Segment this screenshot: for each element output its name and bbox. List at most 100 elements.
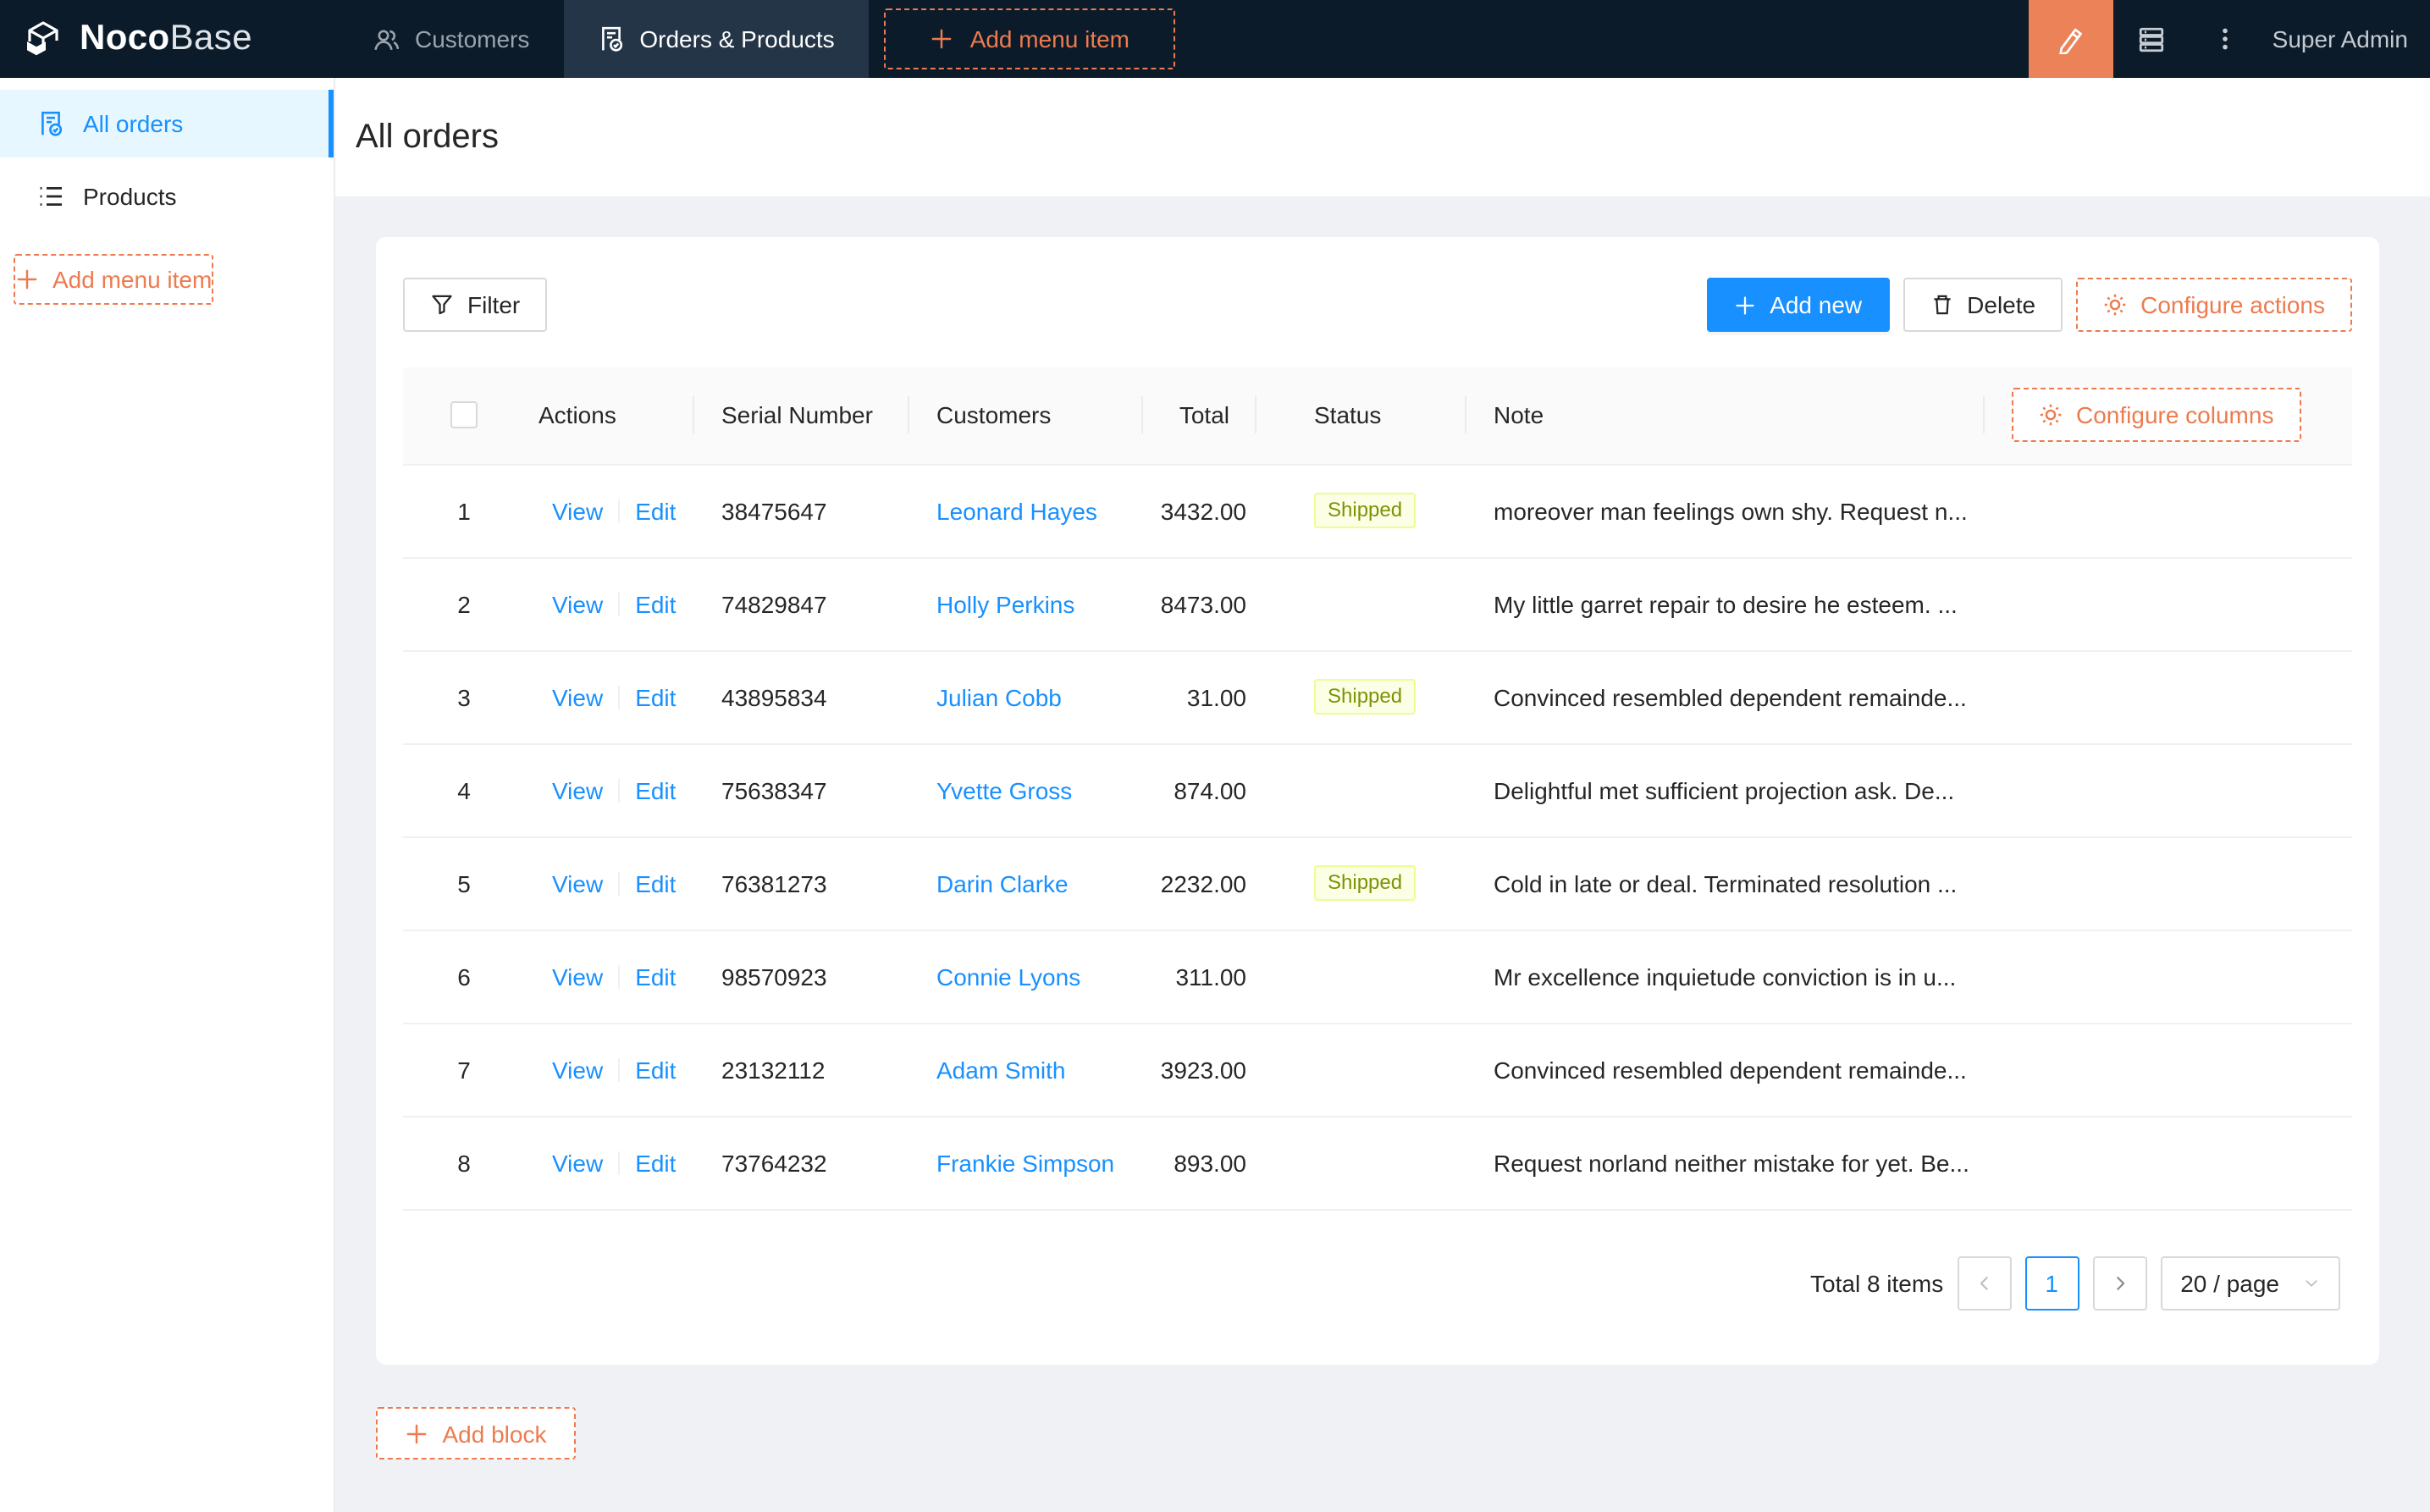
empty-config-cell — [1985, 464, 2352, 558]
customer-link[interactable]: Darin Clarke — [936, 869, 1069, 897]
serial-number-cell: 75638347 — [694, 743, 909, 837]
customer-cell: Holly Perkins — [909, 557, 1143, 651]
note-cell: Convinced resembled dependent remainde..… — [1466, 650, 1985, 744]
configure-columns-button[interactable]: Configure columns — [2012, 388, 2301, 443]
note-cell: Delightful met sufficient projection ask… — [1466, 743, 1985, 837]
edit-link[interactable]: Edit — [635, 1056, 677, 1083]
column-header-actions: Actions — [525, 367, 694, 465]
tab-label: Customers — [415, 25, 530, 52]
edit-link[interactable]: Edit — [635, 590, 677, 617]
customer-link[interactable]: Leonard Hayes — [936, 497, 1097, 524]
sidebar-item-products[interactable]: Products — [0, 163, 334, 230]
row-index: 2 — [403, 557, 525, 651]
add-new-button[interactable]: Add new — [1707, 278, 1890, 332]
note-cell: Request norland neither mistake for yet.… — [1466, 1116, 1985, 1210]
view-link[interactable]: View — [552, 963, 604, 990]
total-cell: 3432.00 — [1143, 464, 1256, 558]
tab-customers[interactable]: Customers — [339, 0, 563, 78]
user-menu[interactable]: Super Admin — [2259, 0, 2430, 78]
view-link[interactable]: View — [552, 776, 604, 803]
list-icon — [37, 183, 64, 210]
add-menu-item-button-sidebar[interactable]: Add menu item — [14, 254, 214, 305]
delete-button[interactable]: Delete — [1903, 278, 2063, 332]
customer-link[interactable]: Adam Smith — [936, 1056, 1066, 1083]
customer-cell: Connie Lyons — [909, 930, 1143, 1024]
view-link[interactable]: View — [552, 1056, 604, 1083]
status-badge: Shipped — [1314, 679, 1417, 715]
total-cell: 311.00 — [1143, 930, 1256, 1024]
serial-number-cell: 98570923 — [694, 930, 909, 1024]
edit-link[interactable]: Edit — [635, 497, 677, 524]
view-link[interactable]: View — [552, 497, 604, 524]
column-header-total: Total — [1143, 367, 1256, 465]
note-cell: My little garret repair to desire he est… — [1466, 557, 1985, 651]
view-link[interactable]: View — [552, 683, 604, 710]
select-all-checkbox[interactable] — [450, 401, 478, 429]
add-menu-item-button-navbar[interactable]: Add menu item — [883, 8, 1176, 69]
table-header-row: Actions Serial Number Customers Total St… — [403, 367, 2352, 465]
note-cell: Convinced resembled dependent remainde..… — [1466, 1023, 1985, 1117]
edit-link[interactable]: Edit — [635, 776, 677, 803]
ui-editor-button[interactable] — [2028, 0, 2113, 78]
total-cell: 874.00 — [1143, 743, 1256, 837]
customer-link[interactable]: Frankie Simpson — [936, 1149, 1115, 1176]
view-link[interactable]: View — [552, 1149, 604, 1176]
status-badge: Shipped — [1314, 493, 1417, 528]
more-actions-button[interactable] — [2191, 0, 2259, 78]
view-link[interactable]: View — [552, 590, 604, 617]
database-icon — [2138, 25, 2167, 53]
people-icon — [373, 25, 400, 52]
add-block-button[interactable]: Add block — [376, 1407, 576, 1460]
sidebar-item-all-orders[interactable]: All orders — [0, 90, 334, 157]
edit-link[interactable]: Edit — [635, 1149, 677, 1176]
status-cell — [1256, 930, 1466, 1024]
row-index: 7 — [403, 1023, 525, 1117]
customer-link[interactable]: Holly Perkins — [936, 590, 1075, 617]
content-area: Filter Add new Delete Conf — [335, 196, 2430, 1512]
chevron-right-icon — [2109, 1272, 2129, 1293]
table-row: 2 View Edit 74829847 Holly Perkins 8473.0… — [403, 557, 2352, 651]
kebab-menu-icon — [2212, 25, 2239, 52]
column-header-status: Status — [1256, 367, 1466, 465]
previous-page-button[interactable] — [1957, 1255, 2012, 1310]
action-divider — [618, 1057, 621, 1081]
main-menu: Customers Orders & Products — [339, 0, 869, 78]
table-row: 5 View Edit 76381273 Darin Clarke 2232.00… — [403, 836, 2352, 930]
serial-number-cell: 74829847 — [694, 557, 909, 651]
empty-config-cell — [1985, 1116, 2352, 1210]
filter-button[interactable]: Filter — [403, 278, 548, 332]
total-cell: 31.00 — [1143, 650, 1256, 744]
column-header-note: Note — [1466, 367, 1985, 465]
table-row: 7 View Edit 23132112 Adam Smith 3923.00 C… — [403, 1023, 2352, 1117]
customer-link[interactable]: Yvette Gross — [936, 776, 1073, 803]
edit-link[interactable]: Edit — [635, 869, 677, 897]
page-number-button[interactable]: 1 — [2024, 1255, 2079, 1310]
serial-number-cell: 76381273 — [694, 836, 909, 930]
customer-link[interactable]: Connie Lyons — [936, 963, 1081, 990]
serial-number-cell: 43895834 — [694, 650, 909, 744]
customer-link[interactable]: Julian Cobb — [936, 683, 1062, 710]
tab-orders-products[interactable]: Orders & Products — [563, 0, 869, 78]
edit-link[interactable]: Edit — [635, 963, 677, 990]
row-actions: View Edit — [525, 930, 694, 1024]
nocobase-logo[interactable]: NocoBase — [0, 0, 339, 78]
edit-link[interactable]: Edit — [635, 683, 677, 710]
view-link[interactable]: View — [552, 869, 604, 897]
sidebar: All orders Products Add menu item — [0, 78, 335, 1512]
configure-actions-button[interactable]: Configure actions — [2076, 278, 2352, 332]
row-actions: View Edit — [525, 650, 694, 744]
note-cell: moreover man feelings own shy. Request n… — [1466, 464, 1985, 558]
column-header-customers: Customers — [909, 367, 1143, 465]
table-row: 4 View Edit 75638347 Yvette Gross 874.00 … — [403, 743, 2352, 837]
total-cell: 2232.00 — [1143, 836, 1256, 930]
total-cell: 893.00 — [1143, 1116, 1256, 1210]
document-check-icon — [597, 25, 624, 52]
page-header: All orders — [335, 78, 2430, 196]
empty-config-cell — [1985, 930, 2352, 1024]
next-page-button[interactable] — [2092, 1255, 2147, 1310]
plugin-settings-button[interactable] — [2113, 0, 2191, 78]
table-row: 6 View Edit 98570923 Connie Lyons 311.00 … — [403, 930, 2352, 1024]
serial-number-cell: 38475647 — [694, 464, 909, 558]
page-size-select[interactable]: 20 / page — [2160, 1255, 2340, 1310]
empty-config-cell — [1985, 557, 2352, 651]
